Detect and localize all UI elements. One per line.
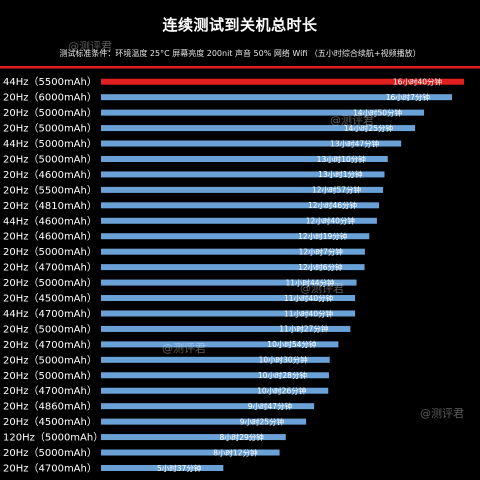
category-label: 20Hz（5000mAh） xyxy=(3,123,97,135)
bar xyxy=(101,155,388,162)
value-label: 11小时27分钟 xyxy=(279,324,329,334)
value-label: 13小时10分钟 xyxy=(317,154,367,164)
bar xyxy=(101,171,385,178)
value-label: 12小时57分钟 xyxy=(312,185,362,195)
watermark: @测评君 xyxy=(330,114,374,127)
bar xyxy=(101,186,384,193)
value-label: 14小时50分钟 xyxy=(353,107,403,117)
category-label: 20Hz（5000mAh） xyxy=(3,153,97,165)
category-label: 44Hz（5000mAh） xyxy=(3,138,97,150)
bar xyxy=(101,310,356,317)
category-label: 20Hz（4700mAh） xyxy=(3,262,97,274)
value-label: 14小时25分钟 xyxy=(344,123,394,133)
category-label: 20Hz（4600mAh） xyxy=(3,231,97,243)
bar xyxy=(101,279,357,286)
bar xyxy=(101,295,356,302)
watermark: @测评君 xyxy=(300,282,344,295)
category-label: 20Hz（5000mAh） xyxy=(3,246,97,258)
bar xyxy=(101,418,307,425)
bar xyxy=(101,109,425,116)
category-label: 20Hz（4700mAh） xyxy=(3,385,97,397)
bar xyxy=(101,356,330,363)
category-label: 20Hz（4500mAh） xyxy=(3,293,97,305)
category-label: 20Hz（4860mAh） xyxy=(3,401,97,413)
category-label: 20Hz（4500mAh） xyxy=(3,416,97,428)
bar xyxy=(101,140,402,147)
value-label: 12小时19分钟 xyxy=(298,231,348,241)
category-label: 20Hz（4700mAh） xyxy=(3,462,97,474)
bar xyxy=(101,325,351,332)
value-label: 9小时25分钟 xyxy=(240,416,285,426)
category-label: 20Hz（4810mAh） xyxy=(3,200,97,212)
top-rule xyxy=(0,66,480,69)
value-label: 11小时40分钟 xyxy=(284,308,334,318)
bar xyxy=(101,94,453,101)
value-label: 10小时26分钟 xyxy=(257,386,307,396)
bar xyxy=(101,372,329,379)
category-label: 20Hz（5000mAh） xyxy=(3,354,97,366)
bar xyxy=(101,464,224,471)
chart-title: 连续测试到关机总时长 xyxy=(162,16,318,34)
bar xyxy=(101,387,329,394)
value-label: 10小时28分钟 xyxy=(258,370,308,380)
value-label: 16小时7分钟 xyxy=(386,92,431,102)
category-label: 20Hz（5000mAh） xyxy=(3,447,97,459)
value-label: 12小时7分钟 xyxy=(299,246,344,256)
bar xyxy=(101,403,315,410)
value-label: 16小时40分钟 xyxy=(393,77,443,87)
watermark: @测评君 xyxy=(68,40,112,53)
category-label: 20Hz（5000mAh） xyxy=(3,370,97,382)
category-label: 44Hz（5500mAh） xyxy=(3,76,97,88)
bar xyxy=(101,434,286,441)
value-label: 12小时46分钟 xyxy=(308,200,358,210)
category-label: 120Hz（5000mAh） xyxy=(3,432,103,444)
category-label: 20Hz（5000mAh） xyxy=(3,323,97,335)
value-label: 11小时44分钟 xyxy=(285,277,335,287)
watermark: @测评君 xyxy=(162,342,206,355)
bar xyxy=(101,217,377,224)
bar xyxy=(101,233,370,240)
category-label: 44Hz（4600mAh） xyxy=(3,215,97,227)
value-label: 8小时29分钟 xyxy=(219,432,264,442)
value-label: 11小时40分钟 xyxy=(284,293,334,303)
value-label: 12小时6分钟 xyxy=(298,262,343,272)
value-label: 9小时47分钟 xyxy=(248,401,293,411)
value-label: 13小时1分钟 xyxy=(318,169,363,179)
bar xyxy=(101,248,365,255)
value-label: 10小时30分钟 xyxy=(259,355,309,365)
value-label: 10小时54分钟 xyxy=(267,339,317,349)
value-label: 13小时47分钟 xyxy=(330,138,380,148)
value-label: 8小时12分钟 xyxy=(213,447,258,457)
value-label: 12小时40分钟 xyxy=(306,216,356,226)
category-label: 20Hz（5000mAh） xyxy=(3,107,97,119)
bar xyxy=(101,449,280,456)
value-label: 5小时37分钟 xyxy=(157,463,202,473)
watermark: @测评君 xyxy=(420,407,464,420)
category-label: 20Hz（5000mAh） xyxy=(3,277,97,289)
category-label: 20Hz（4600mAh） xyxy=(3,169,97,181)
category-label: 20Hz（5500mAh） xyxy=(3,184,97,196)
bar xyxy=(101,78,464,85)
category-label: 20Hz（4700mAh） xyxy=(3,339,97,351)
bar xyxy=(101,202,380,209)
category-label: 44Hz（4700mAh） xyxy=(3,308,97,320)
chart-subtitle: 测试标准条件：环境温度 25°C 屏幕亮度 200nit 声音 50% 网络 W… xyxy=(59,49,421,58)
bar xyxy=(101,125,415,132)
category-label: 20Hz（6000mAh） xyxy=(3,92,97,104)
bar xyxy=(101,264,365,271)
bar xyxy=(101,341,339,348)
